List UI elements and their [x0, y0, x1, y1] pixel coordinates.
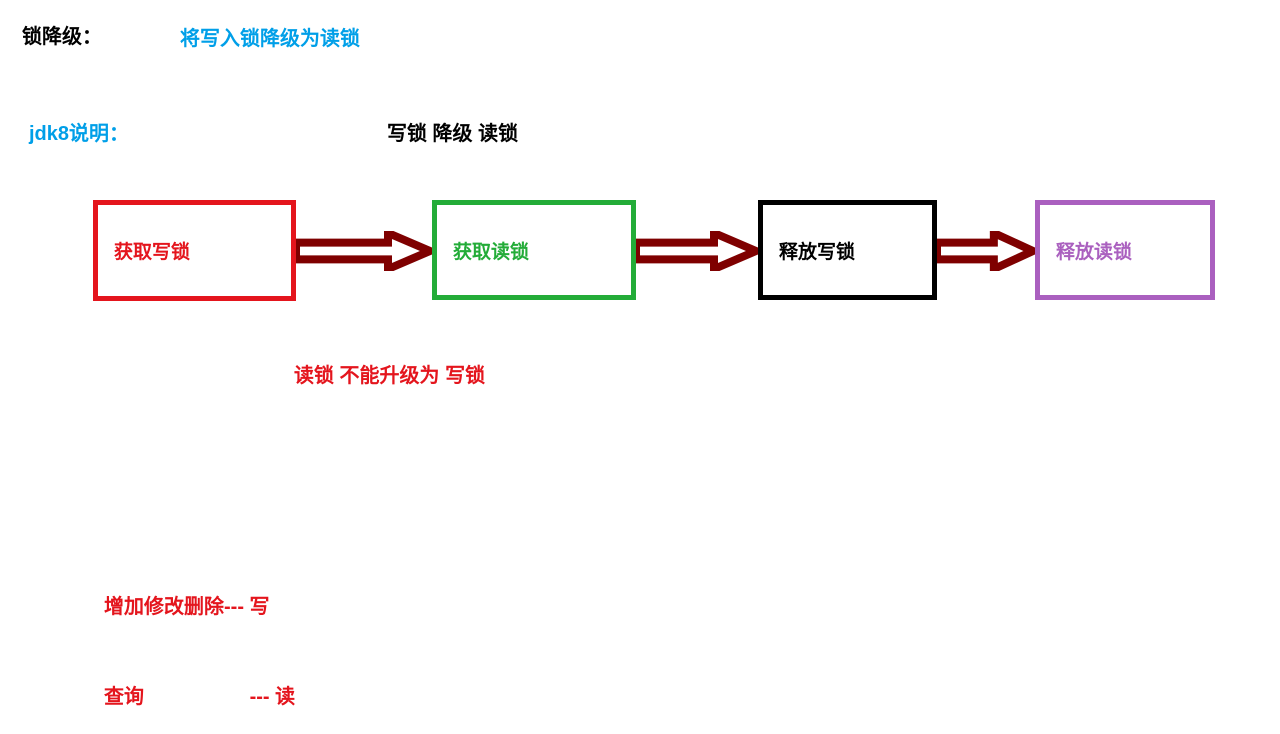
jdk-label: jdk8说明： — [29, 117, 129, 146]
note-read-ops-suffix: --- 读 — [250, 686, 296, 708]
flow-node-label: 获取写锁 — [114, 237, 190, 264]
header-title-desc: 将写入锁降级为读锁 — [180, 22, 360, 51]
note-write-ops: 增加修改删除--- 写 — [104, 590, 270, 619]
flow-node-n1: 获取写锁 — [93, 200, 296, 301]
flow-arrow-n2-n3 — [636, 231, 758, 271]
flow-arrow-n1-n2 — [296, 231, 432, 271]
flow-node-n4: 释放读锁 — [1035, 200, 1215, 300]
flow-arrow-n3-n4 — [937, 231, 1035, 271]
note-read-ops: 查询 --- 读 — [104, 680, 295, 709]
flow-node-n2: 获取读锁 — [432, 200, 636, 300]
flow-summary: 写锁 降级 读锁 — [387, 117, 518, 146]
note-read-ops-label: 查询 — [104, 680, 244, 709]
header-title-label: 锁降级： — [22, 20, 102, 49]
flow-node-label: 释放写锁 — [779, 237, 855, 264]
note-no-upgrade: 读锁 不能升级为 写锁 — [294, 359, 485, 388]
flow-node-label: 获取读锁 — [453, 237, 529, 264]
flow-node-label: 释放读锁 — [1056, 237, 1132, 264]
flow-node-n3: 释放写锁 — [758, 200, 937, 300]
